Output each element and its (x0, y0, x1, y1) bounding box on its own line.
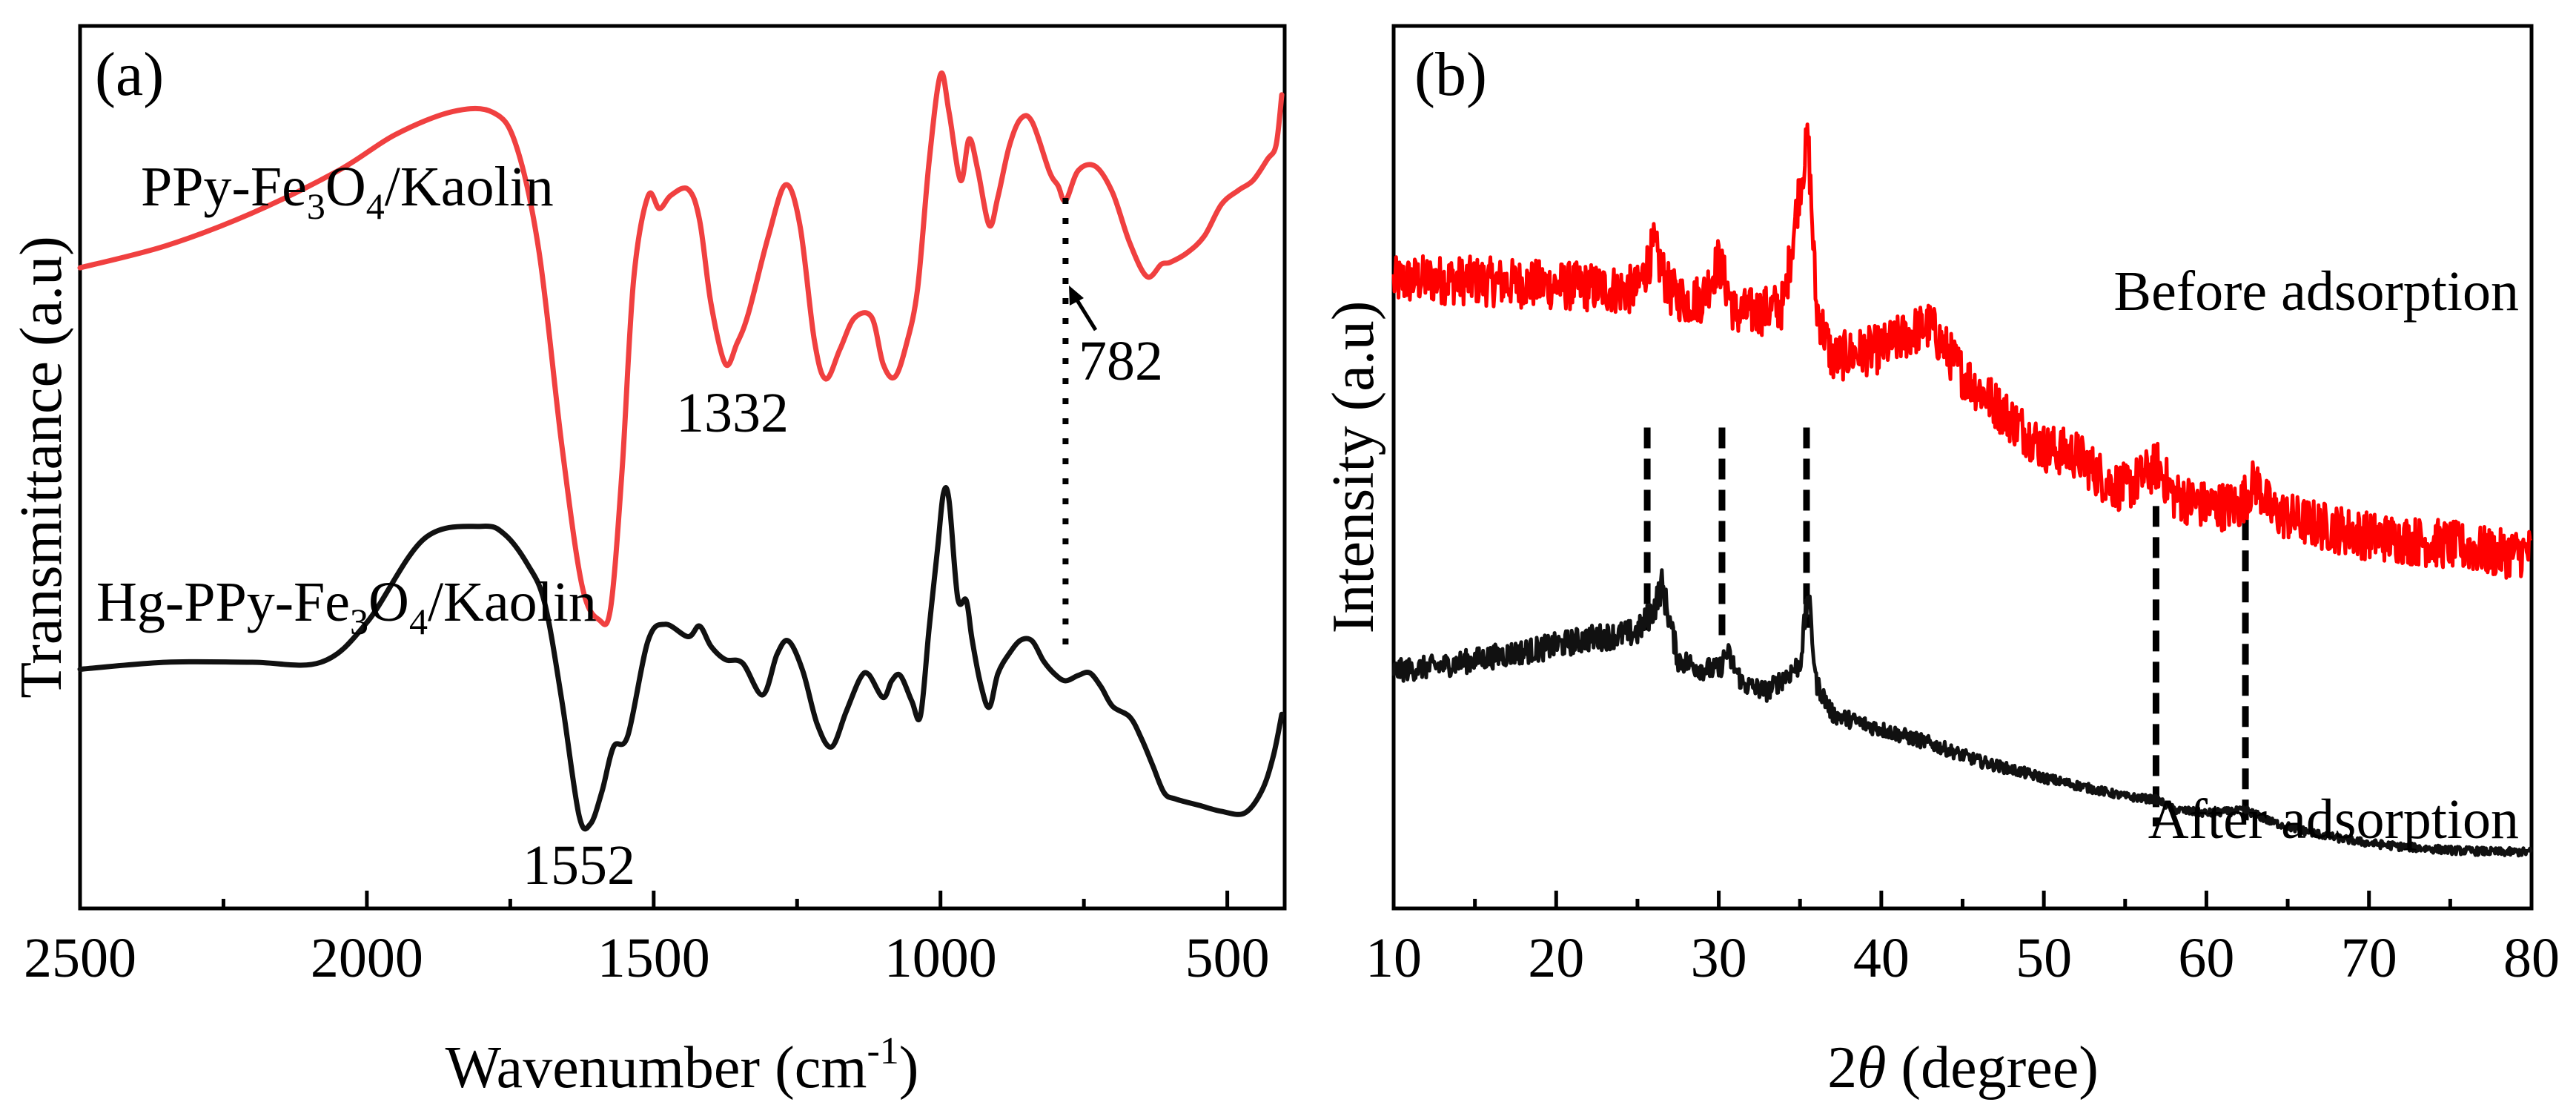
ftir-y-axis-title: Transmittance (a.u) (9, 236, 74, 699)
peak-label-782: 782 (1079, 330, 1163, 392)
ftir-tick-label: 2000 (311, 927, 423, 989)
panel-b-label: (b) (1414, 40, 1487, 109)
panel-a-frame (78, 24, 1287, 911)
before-adsorption-label: Before adsorption (2113, 260, 2519, 323)
ftir-tick-label: 1000 (884, 927, 997, 989)
panel-a-label: (a) (95, 40, 164, 109)
peak-label-1332: 1332 (676, 382, 789, 444)
panel-b-frame (1391, 24, 2534, 911)
xrd-tick-label: 60 (2178, 927, 2234, 989)
after-adsorption-label: After adsorption (2148, 788, 2519, 851)
xrd-panel: 10 20 30 40 50 60 70 80 (b) Before adsorption A… (1321, 24, 2560, 1101)
ftir-tick-label: 1500 (597, 927, 710, 989)
after-adsorption-line (1391, 568, 2533, 858)
xrd-y-axis-title: Intensity (a.u) (1321, 301, 1386, 634)
before-adsorption-line (1391, 122, 2533, 580)
xrd-reference-lines (1643, 427, 2249, 827)
xrd-x-ticks: 10 20 30 40 50 60 70 80 (1365, 891, 2560, 989)
ftir-series-group (77, 70, 1285, 832)
xrd-tick-label: 10 (1365, 927, 1422, 989)
ftir-x-axis-title: Wavenumber (cm-1) (446, 1030, 919, 1101)
xrd-x-axis-title: 2θ (degree) (1827, 1035, 2099, 1101)
peak-label-1552: 1552 (523, 834, 635, 897)
xrd-tick-label: 30 (1691, 927, 1747, 989)
ftir-x-ticks: 2500 2000 1500 1000 500 (24, 891, 1270, 989)
xrd-series-group (1391, 122, 2533, 858)
ppy-ftir-line (77, 70, 1285, 627)
ppy-series-label: PPy-Fe3O4/Kaolin (141, 156, 554, 227)
xrd-tick-label: 80 (2503, 927, 2560, 989)
hg-series-label: Hg-PPy-Fe3O4/Kaolin (96, 571, 597, 642)
peak-arrowhead-782 (1069, 286, 1084, 306)
xrd-tick-label: 70 (2341, 927, 2397, 989)
ftir-tick-label: 500 (1185, 927, 1270, 989)
ftir-panel: 2500 2000 1500 1000 500 (a) PPy-Fe3O4/Kaolin… (9, 24, 1287, 1101)
ftir-tick-label: 2500 (24, 927, 136, 989)
peak-arrow-782 (1073, 295, 1098, 331)
xrd-tick-label: 50 (2016, 927, 2072, 989)
xrd-tick-label: 40 (1853, 927, 1910, 989)
hg-ppy-ftir-line (77, 485, 1285, 832)
xrd-tick-label: 20 (1528, 927, 1584, 989)
